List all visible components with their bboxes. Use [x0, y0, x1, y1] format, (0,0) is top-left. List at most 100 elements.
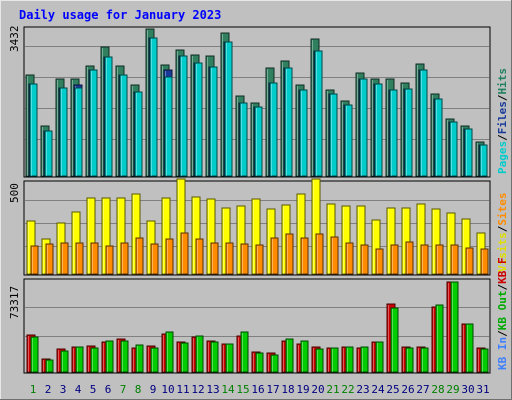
x-label-day-3: 3 — [60, 383, 67, 396]
p2-bar-sites-day-15 — [240, 243, 249, 275]
p2-bar-sites-day-19 — [300, 237, 309, 275]
kbytes-panel: 73317 KB In/KB Out/KB F — [8, 257, 509, 374]
p3-bar-kb-out-day-20 — [315, 348, 324, 373]
p1-bar-pages-day-10 — [164, 76, 173, 177]
p1-bar-pages-day-29 — [449, 121, 458, 177]
p3-bar-kb-out-day-15 — [240, 331, 249, 373]
p1-bar-pages-day-23 — [359, 78, 368, 177]
p1-bar-pages-day-18 — [284, 67, 293, 177]
legend-separator: / — [496, 134, 509, 141]
p3-bar-kb-out-day-1 — [30, 336, 39, 373]
p2-legend-text: Visits/Sites — [496, 193, 509, 273]
legend-kb-out: KB Out — [496, 291, 509, 331]
p2-bar-sites-day-26 — [405, 241, 414, 275]
p3-bar-kb-out-day-5 — [90, 347, 99, 373]
p3-bar-kb-out-day-24 — [375, 341, 384, 373]
p2-bar-sites-day-6 — [105, 245, 114, 275]
p3-bar-kb-out-day-9 — [150, 347, 159, 373]
x-label-day-5: 5 — [90, 383, 97, 396]
p3-bar-kb-out-day-26 — [405, 347, 414, 373]
legend-pages: Pages — [496, 141, 509, 174]
p1-bar-pages-day-30 — [464, 128, 473, 177]
x-label-day-7: 7 — [120, 383, 127, 396]
p3-bar-kb-out-day-8 — [135, 344, 144, 373]
p2-bar-sites-day-14 — [225, 242, 234, 275]
x-label-day-18: 18 — [281, 383, 294, 396]
p1-bar-pages-day-27 — [419, 69, 428, 177]
p1-bar-pages-day-3 — [59, 87, 68, 177]
panel-2-max-label: 500 — [8, 183, 21, 203]
x-label-day-6: 6 — [105, 383, 112, 396]
p3-bar-kb-out-day-21 — [330, 347, 339, 373]
p1-bar-pages-day-4 — [74, 87, 83, 177]
legend-visits: Visits — [496, 232, 509, 272]
x-label-day-1: 1 — [30, 383, 37, 396]
x-label-day-16: 16 — [251, 383, 264, 396]
p2-bar-sites-day-12 — [195, 238, 204, 275]
p2-bar-sites-day-23 — [360, 244, 369, 275]
p2-bar-sites-day-30 — [465, 247, 474, 275]
p3-bar-kb-out-day-12 — [195, 335, 204, 373]
p3-bar-kb-out-day-31 — [480, 348, 489, 373]
p1-bar-pages-day-2 — [44, 130, 53, 177]
p1-bar-pages-day-5 — [89, 69, 98, 177]
p1-bar-pages-day-20 — [314, 50, 323, 177]
legend-files: Files — [496, 101, 509, 134]
p1-bar-pages-day-21 — [329, 93, 338, 177]
x-label-day-31: 31 — [476, 383, 489, 396]
p2-bar-sites-day-4 — [75, 242, 84, 275]
panel-3-gridlines — [25, 307, 489, 337]
legend-separator: / — [496, 94, 509, 101]
x-label-day-25: 25 — [386, 383, 399, 396]
legend-separator: / — [496, 225, 509, 232]
p2-bar-sites-day-28 — [435, 244, 444, 275]
x-label-day-9: 9 — [150, 383, 157, 396]
p1-bar-pages-day-26 — [404, 88, 413, 177]
p2-bar-sites-day-8 — [135, 237, 144, 275]
x-label-day-20: 20 — [311, 383, 324, 396]
x-label-day-28: 28 — [431, 383, 444, 396]
legend-kb-in: KB In — [496, 337, 509, 370]
p3-bar-kb-out-day-3 — [60, 350, 69, 373]
p2-bar-sites-day-9 — [150, 243, 159, 275]
p2-bar-sites-day-18 — [285, 233, 294, 275]
p1-bar-pages-day-28 — [434, 98, 443, 177]
x-label-day-15: 15 — [236, 383, 249, 396]
panel-2-bars — [26, 178, 489, 275]
p2-bar-sites-day-5 — [90, 242, 99, 275]
p2-bar-sites-day-24 — [375, 248, 384, 275]
x-label-day-10: 10 — [161, 383, 174, 396]
p3-bar-kb-out-day-27 — [420, 347, 429, 373]
p1-bar-pages-day-9 — [149, 37, 158, 177]
p1-bar-pages-day-12 — [194, 62, 203, 177]
p3-bar-kb-out-day-10 — [165, 331, 174, 373]
legend-hits: Hits — [496, 68, 509, 95]
x-label-day-8: 8 — [135, 383, 142, 396]
p2-bar-sites-day-2 — [45, 243, 54, 275]
panel-1-max-label: 3432 — [8, 26, 21, 53]
p1-bar-pages-day-31 — [479, 144, 488, 177]
p3-bar-kb-out-day-11 — [180, 342, 189, 373]
legend-sites: Sites — [496, 193, 509, 226]
legend-separator: / — [496, 284, 509, 291]
p3-bar-kb-out-day-28 — [435, 304, 444, 373]
p1-bar-pages-day-8 — [134, 91, 143, 177]
legend-separator: / — [496, 330, 509, 337]
p3-bar-kb-out-day-18 — [285, 338, 294, 373]
panel-3-max-label: 73317 — [8, 286, 21, 319]
panel-1-bars — [25, 28, 488, 177]
panel-3-bars — [26, 281, 489, 373]
p2-bar-sites-day-20 — [315, 233, 324, 275]
p3-bar-kb-out-day-30 — [465, 323, 474, 373]
p2-bar-sites-day-29 — [450, 244, 459, 275]
p1-bar-pages-day-24 — [374, 83, 383, 177]
hits-files-pages-panel: 3432 Pages/Files/Hits — [8, 26, 509, 178]
x-label-day-19: 19 — [296, 383, 309, 396]
x-label-day-12: 12 — [191, 383, 204, 396]
p3-bar-kb-out-day-22 — [345, 346, 354, 373]
p1-bar-pages-day-1 — [29, 83, 38, 177]
p3-legend-text: KB In/KB Out/KB F — [496, 257, 509, 370]
p2-bar-sites-day-27 — [420, 244, 429, 275]
p3-bar-kb-out-day-6 — [105, 340, 114, 373]
